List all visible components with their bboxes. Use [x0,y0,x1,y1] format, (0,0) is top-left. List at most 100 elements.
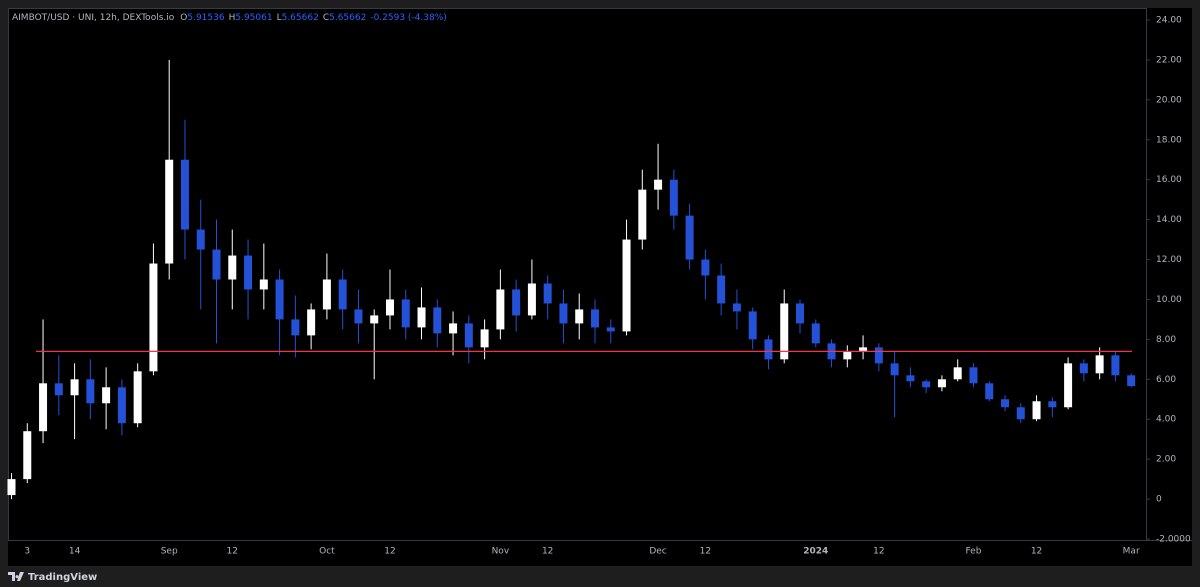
candle-body [7,479,16,496]
candle-body [1001,399,1010,408]
field-value: 5.95061 [235,13,272,23]
candle-body [669,179,678,216]
candle-body [1095,355,1104,374]
candle-body [23,431,32,480]
candle-body [433,307,442,334]
x-tick-label: 12 [700,547,711,557]
candle-body [180,159,189,230]
y-tick-label: 4.00 [1156,415,1176,425]
x-tick-label: 14 [69,547,81,557]
y-tick-label: 0 [1156,495,1162,505]
candle-body [117,387,126,424]
brand-logo [8,572,24,581]
candle-body [1064,363,1073,408]
candle-body [307,309,316,336]
y-tick-label: -2.0000 [1156,535,1191,545]
brand: TradingView [28,572,97,583]
field-value: 5.65662 [329,13,366,23]
change: -0.2593 (-4.38%) [370,13,446,23]
candle-body [449,323,458,334]
candle-body [559,303,568,324]
candle-body [890,363,899,376]
x-tick-label: 12 [542,547,553,557]
y-tick-label: 8.00 [1156,335,1176,345]
candle-body [937,379,946,388]
candle-body [764,339,773,360]
x-tick-label: 3 [24,547,30,557]
candle-body [953,367,962,380]
y-tick-label: 16.00 [1156,175,1182,185]
candle-body [906,375,915,382]
candle-body [780,303,789,360]
field-value: 5.65662 [282,13,319,23]
candle-body [874,347,883,364]
candle-body [196,229,205,250]
candle-body [575,309,584,324]
x-tick-label: Mar [1123,547,1140,557]
x-tick-label: 12 [1031,547,1042,557]
y-tick-label: 6.00 [1156,375,1176,385]
y-tick-label: 20.00 [1156,95,1182,105]
candle-body [638,189,647,240]
candle-body [654,179,663,190]
x-tick-label: Oct [319,547,335,557]
field-key: C [323,13,329,23]
candle-body [590,309,599,328]
candle-body [527,283,536,316]
candle-body [102,387,111,404]
candle-body [401,299,410,328]
candle-body [685,215,694,260]
candle-body [228,255,237,280]
field-key: L [277,13,282,23]
x-tick-label: 2024 [803,547,828,557]
candle-body [354,309,363,324]
candle-body [985,383,994,400]
candle-body [165,159,174,264]
candle-body [1079,363,1088,374]
candle-body [717,275,726,304]
ohlc: O5.91536 H5.95061 L5.65662 C5.65662 -0.2593 … [180,13,447,23]
x-tick-label: Dec [649,547,666,557]
candle-body [259,279,268,290]
field-key: O [180,13,187,23]
x-tick-label: 12 [384,547,395,557]
candle-body [811,323,820,344]
candle-body [385,299,394,316]
candle-body [291,319,300,336]
candle-body [212,249,221,280]
candle-body [417,307,426,328]
candle-body [512,289,521,316]
candle-body [732,303,741,312]
candle-body [1032,401,1041,420]
candle-body [748,311,757,340]
y-tick-label: 14.00 [1156,215,1182,225]
field-key: H [229,13,236,23]
candle-body [796,303,804,324]
candle-body [275,279,284,320]
y-tick-label: 10.00 [1156,295,1182,305]
candle-body [543,283,552,304]
header: AIMBOT/USD · UNI, 12h, DEXTools.io O5.915… [12,13,447,23]
chart-panel [8,8,1192,566]
candle-body [1016,407,1025,420]
x-tick-label: Feb [966,547,982,557]
x-tick-label: 12 [873,547,884,557]
candle-body [859,347,868,352]
candle-body [338,279,347,310]
candle-body [622,239,631,332]
y-tick-label: 18.00 [1156,135,1182,145]
candle-body [843,351,852,360]
x-tick-label: Sep [161,547,178,557]
candle-body [701,259,710,276]
x-tick-label: Nov [492,547,510,557]
candle-body [54,383,63,396]
y-tick-label: 24.00 [1156,15,1182,25]
candle-body [244,255,253,290]
candle-body [322,279,331,310]
y-tick-label: 22.00 [1156,55,1182,65]
field-value: 5.91536 [187,13,224,23]
candle-body [370,315,379,324]
y-tick-label: 12.00 [1156,255,1182,265]
